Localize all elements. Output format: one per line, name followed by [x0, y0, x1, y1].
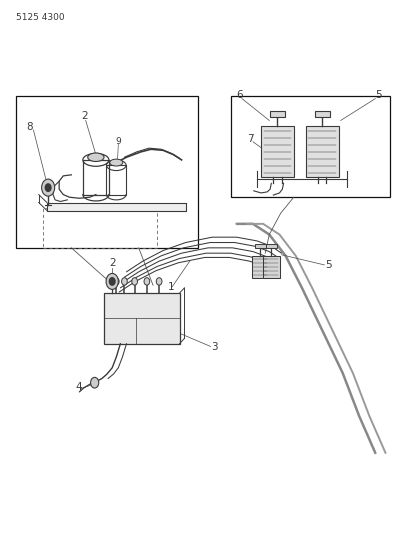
Ellipse shape	[88, 153, 104, 161]
Text: 5: 5	[375, 90, 382, 100]
Text: 6: 6	[236, 90, 242, 100]
Text: 1: 1	[168, 282, 175, 293]
Text: 4: 4	[75, 382, 82, 392]
Bar	[266, 244, 277, 248]
Circle shape	[113, 278, 119, 285]
Bar	[83, 160, 109, 195]
Bar	[255, 244, 266, 248]
Bar	[261, 126, 294, 177]
Circle shape	[156, 278, 162, 285]
Circle shape	[91, 377, 99, 388]
Circle shape	[106, 273, 118, 289]
Text: 5125 4300: 5125 4300	[16, 13, 65, 22]
Text: 9: 9	[115, 137, 121, 146]
Circle shape	[132, 278, 137, 285]
Bar	[252, 256, 269, 278]
Text: 2: 2	[82, 111, 88, 122]
Circle shape	[144, 278, 150, 285]
Bar	[106, 165, 126, 195]
Circle shape	[45, 184, 51, 191]
Bar	[231, 96, 390, 197]
Text: 3: 3	[211, 342, 218, 352]
Text: 2: 2	[109, 259, 116, 269]
Circle shape	[109, 278, 115, 285]
Polygon shape	[47, 203, 186, 211]
Text: 7: 7	[247, 134, 253, 144]
Bar	[16, 96, 198, 248]
Bar	[43, 208, 157, 248]
Bar	[263, 256, 280, 278]
Text: 8: 8	[27, 122, 33, 132]
Bar	[104, 293, 180, 344]
Bar	[306, 126, 339, 177]
Bar	[315, 111, 330, 117]
Circle shape	[122, 278, 127, 285]
Text: 5: 5	[325, 260, 331, 270]
Ellipse shape	[110, 159, 123, 166]
Circle shape	[42, 179, 55, 196]
Bar	[270, 111, 285, 117]
